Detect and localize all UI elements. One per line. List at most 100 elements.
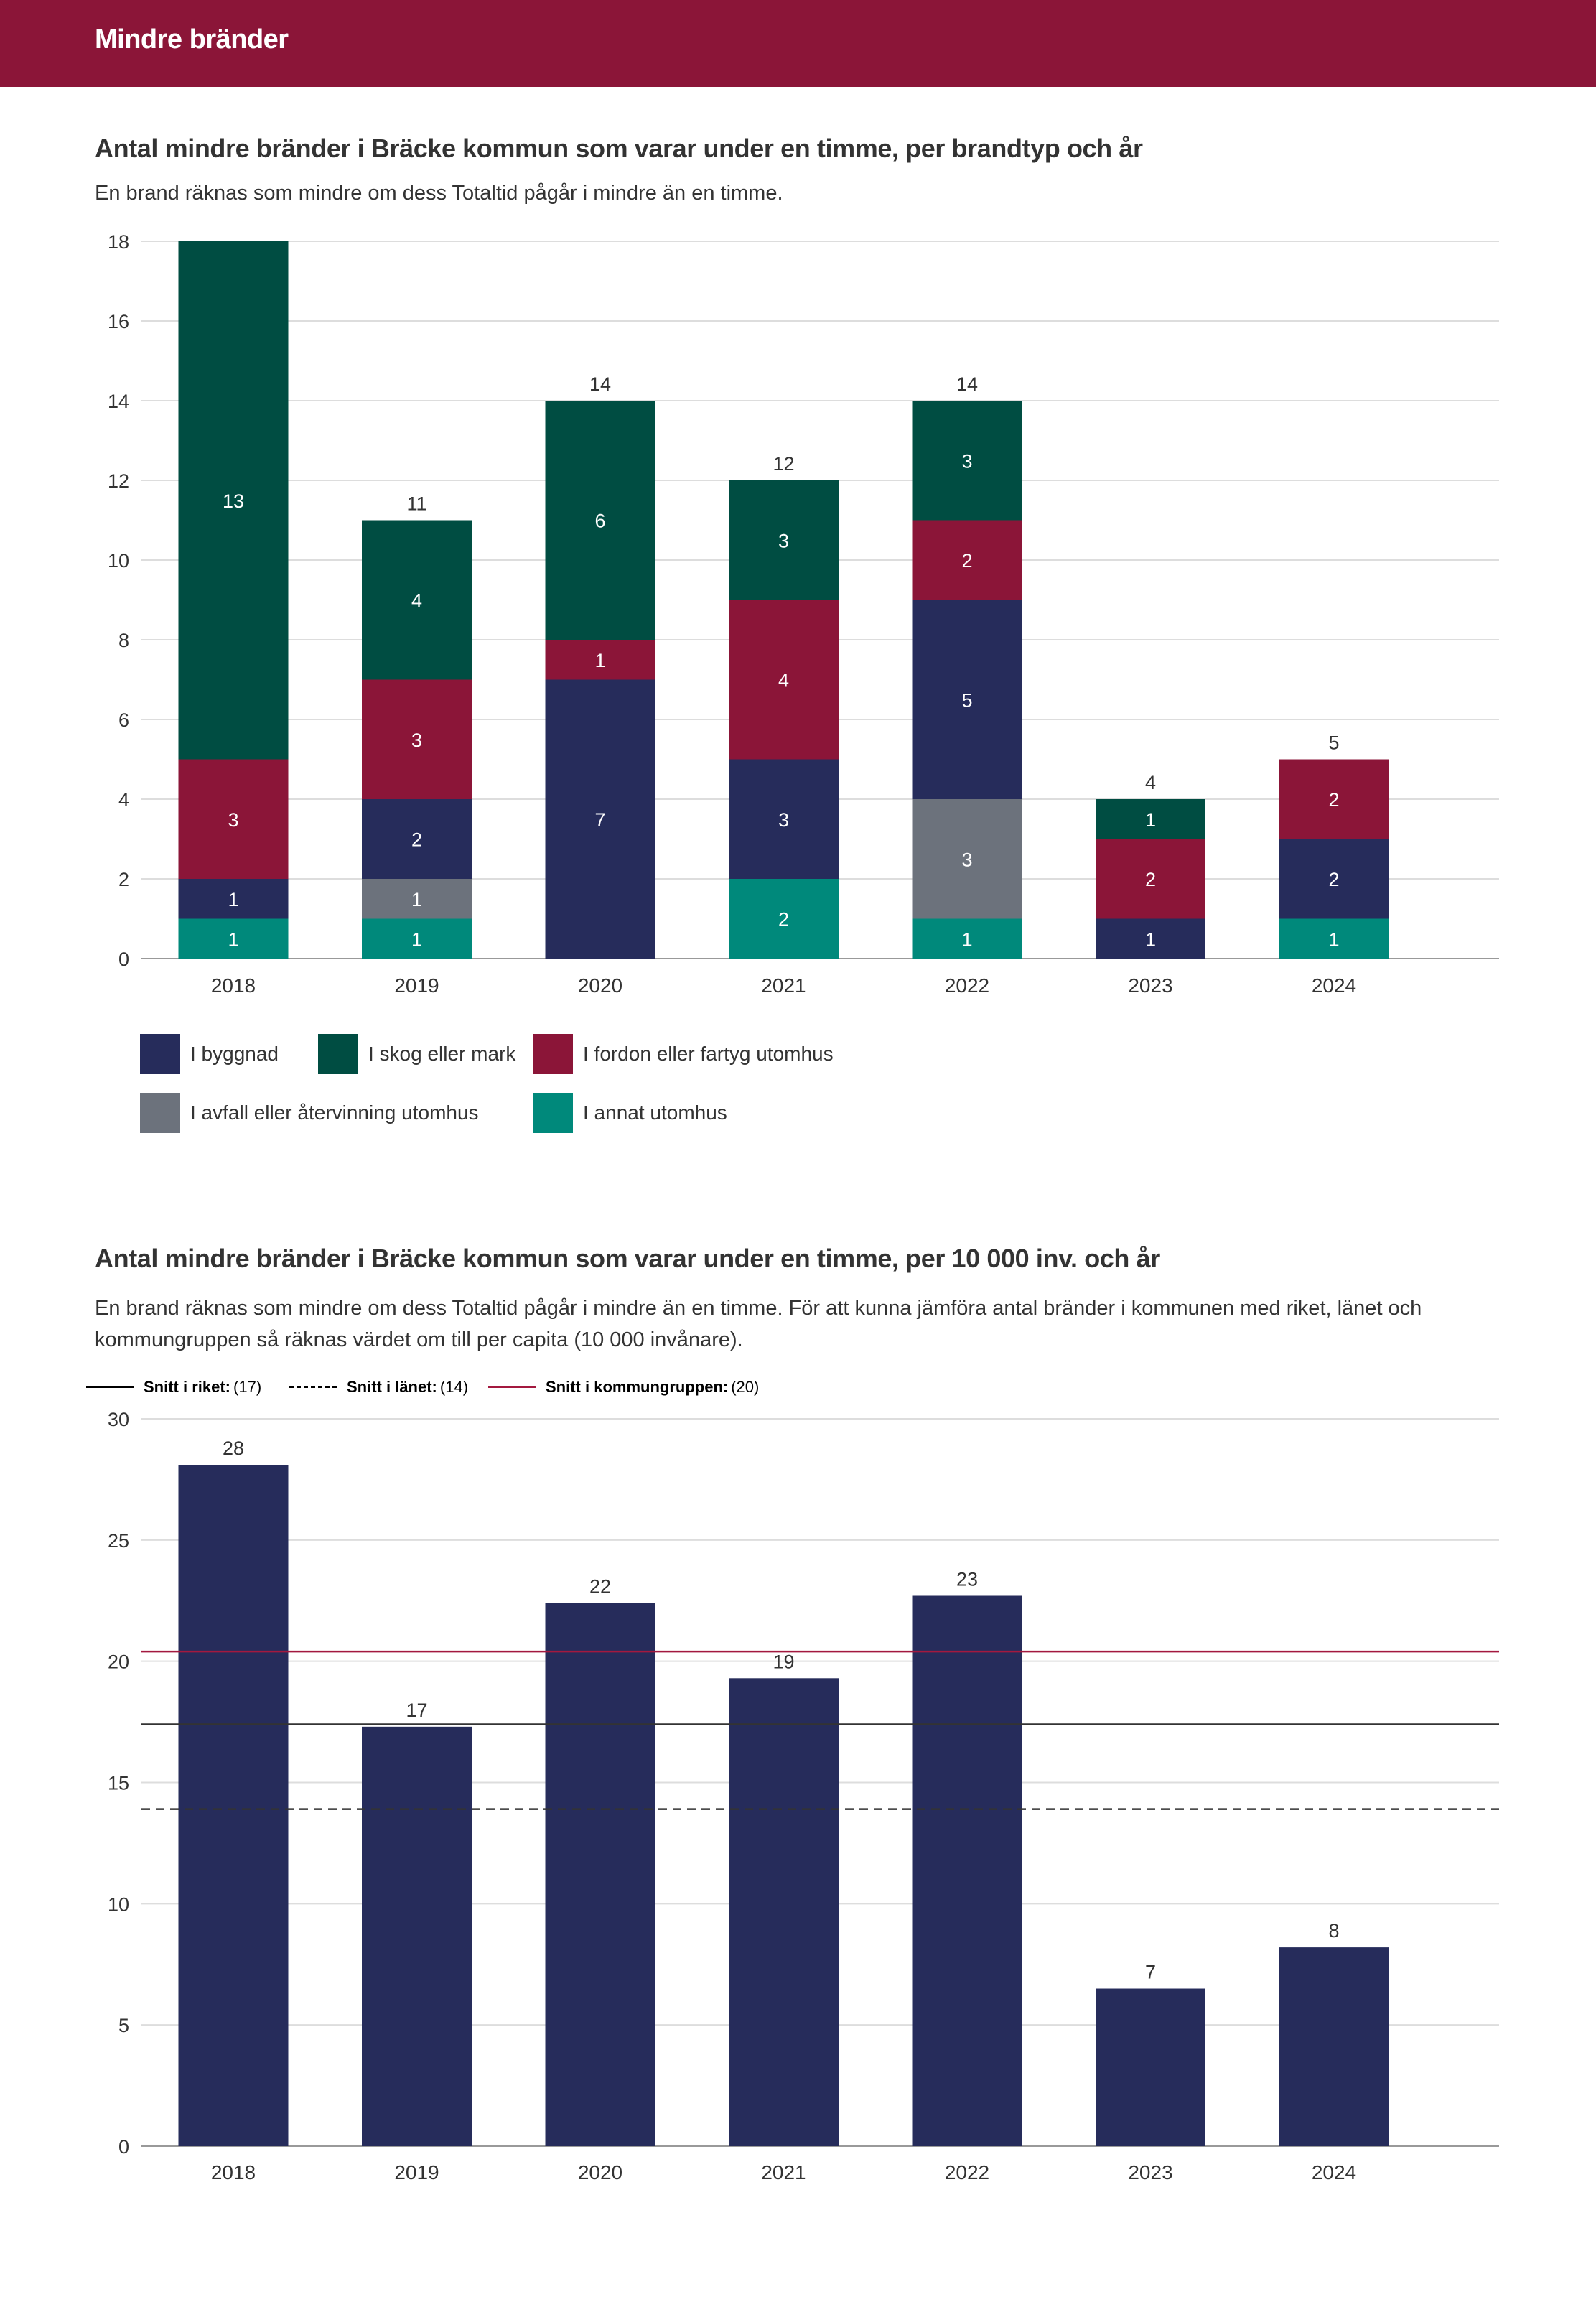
y-tick-label: 15	[108, 1773, 129, 1794]
bar	[912, 1595, 1022, 2146]
data-label: 1	[1328, 928, 1339, 950]
x-tick-label: 2020	[578, 974, 622, 997]
legend-label-lanet: Snitt i länet:	[347, 1378, 437, 1396]
bar-segment-annat	[912, 918, 1022, 959]
x-tick-label: 2024	[1312, 2161, 1356, 2184]
data-label: 17	[406, 1700, 427, 1721]
y-tick-label: 30	[108, 1409, 129, 1430]
legend-value-lanet: (14)	[439, 1378, 469, 1396]
legend-item-lanet: Snitt i länet: (14)	[289, 1375, 468, 1399]
bar-segment-byggnad	[912, 600, 1022, 799]
x-tick-label: 2022	[945, 2161, 989, 2184]
data-label: 6	[594, 511, 605, 532]
x-tick-label: 2018	[211, 2161, 256, 2184]
chart2-subtitle: En brand räknas som mindre om dess Total…	[95, 1297, 1422, 1351]
legend-label-avfall: I avfall eller återvinning utomhus	[190, 1101, 479, 1124]
y-tick-label: 14	[108, 391, 129, 412]
legend-swatch-fordon	[533, 1034, 573, 1074]
y-tick-label: 0	[118, 2136, 129, 2158]
bar	[178, 1465, 289, 2146]
data-label: 2	[961, 550, 972, 572]
x-tick-label: 2019	[394, 2161, 439, 2184]
data-label: 13	[223, 490, 244, 512]
y-tick-label: 12	[108, 470, 129, 492]
bar-segment-byggnad	[729, 759, 839, 879]
chart1-svg: 0246810121416181131320181123411201971614…	[108, 231, 1499, 997]
data-label: 1	[594, 650, 605, 671]
bar-segment-annat	[178, 918, 289, 959]
legend-label-byggnad: I byggnad	[190, 1043, 279, 1065]
bar-segment-fordon	[545, 640, 655, 680]
bar	[1096, 1988, 1205, 2146]
legend-swatch-avfall	[140, 1093, 180, 1133]
data-label: 3	[411, 730, 422, 751]
legend-swatch-skog	[318, 1034, 358, 1074]
bar-segment-byggnad	[1279, 839, 1389, 919]
chart2-title: Antal mindre bränder i Bräcke kommun som…	[95, 1244, 1160, 1273]
data-label: 2	[1145, 869, 1156, 890]
data-label: 3	[961, 849, 972, 870]
legend-item-fordon: I fordon eller fartyg utomhus	[533, 1034, 834, 1074]
bar-segment-fordon	[729, 600, 839, 760]
data-label: 2	[411, 829, 422, 851]
legend-line-kommungrupp	[488, 1386, 536, 1388]
data-label: 4	[778, 670, 789, 691]
legend-item-kommungrupp: Snitt i kommungruppen: (20)	[488, 1375, 759, 1399]
data-label: 23	[956, 1568, 978, 1590]
total-label: 11	[406, 493, 426, 515]
data-label: 8	[1328, 1920, 1339, 1942]
data-label: 7	[1145, 1962, 1156, 1983]
page-title: Mindre bränder	[95, 24, 289, 55]
data-label: 1	[411, 889, 422, 910]
bar-segment-fordon	[1096, 839, 1205, 919]
legend-item-skog: I skog eller mark	[318, 1034, 515, 1074]
chart1-subtitle: En brand räknas som mindre om dess Total…	[95, 182, 783, 205]
bar-segment-annat	[1279, 918, 1389, 959]
bar-segment-skog	[729, 480, 839, 600]
data-label: 1	[228, 889, 238, 910]
y-tick-label: 8	[118, 630, 129, 651]
data-label: 2	[778, 909, 789, 931]
legend-line-lanet	[289, 1386, 337, 1388]
x-tick-label: 2021	[761, 2161, 806, 2184]
data-label: 4	[411, 590, 422, 612]
bar-segment-byggnad	[362, 799, 472, 879]
legend-label-kommungrupp: Snitt i kommungruppen:	[546, 1378, 729, 1396]
bar-segment-byggnad	[178, 879, 289, 919]
bar-segment-byggnad	[545, 679, 655, 959]
y-tick-label: 5	[118, 2015, 129, 2036]
bar-segment-byggnad	[1096, 918, 1205, 959]
x-tick-label: 2018	[211, 974, 256, 997]
bar-segment-avfall	[362, 879, 472, 919]
chart1-title: Antal mindre bränder i Bräcke kommun som…	[95, 134, 1143, 163]
data-label: 1	[1145, 809, 1156, 831]
x-tick-label: 2022	[945, 974, 989, 997]
x-tick-label: 2023	[1128, 2161, 1172, 2184]
y-tick-label: 20	[108, 1651, 129, 1673]
x-tick-label: 2024	[1312, 974, 1356, 997]
legend-item-riket: Snitt i riket: (17)	[86, 1375, 261, 1399]
total-label: 5	[1328, 732, 1339, 754]
bar-segment-annat	[729, 879, 839, 959]
data-label: 5	[961, 689, 972, 711]
bar-segment-skog	[1096, 799, 1205, 839]
bar-segment-fordon	[1279, 759, 1389, 839]
legend-label-annat: I annat utomhus	[583, 1101, 727, 1124]
legend-value-kommungrupp: (20)	[731, 1378, 760, 1396]
header-banner: Mindre bränder	[0, 0, 1596, 87]
data-label: 3	[228, 809, 238, 831]
total-label: 12	[773, 453, 794, 475]
legend-item-byggnad: I byggnad	[140, 1034, 279, 1074]
y-tick-label: 18	[108, 231, 129, 253]
data-label: 1	[228, 928, 238, 950]
y-tick-label: 10	[108, 550, 129, 572]
data-label: 3	[778, 809, 789, 831]
total-label: 14	[956, 373, 978, 395]
legend-value-riket: (17)	[233, 1378, 262, 1396]
y-tick-label: 4	[118, 789, 129, 811]
y-tick-label: 6	[118, 709, 129, 731]
data-label: 2	[1328, 869, 1339, 890]
x-tick-label: 2021	[761, 974, 806, 997]
legend-item-avfall: I avfall eller återvinning utomhus	[140, 1093, 479, 1133]
